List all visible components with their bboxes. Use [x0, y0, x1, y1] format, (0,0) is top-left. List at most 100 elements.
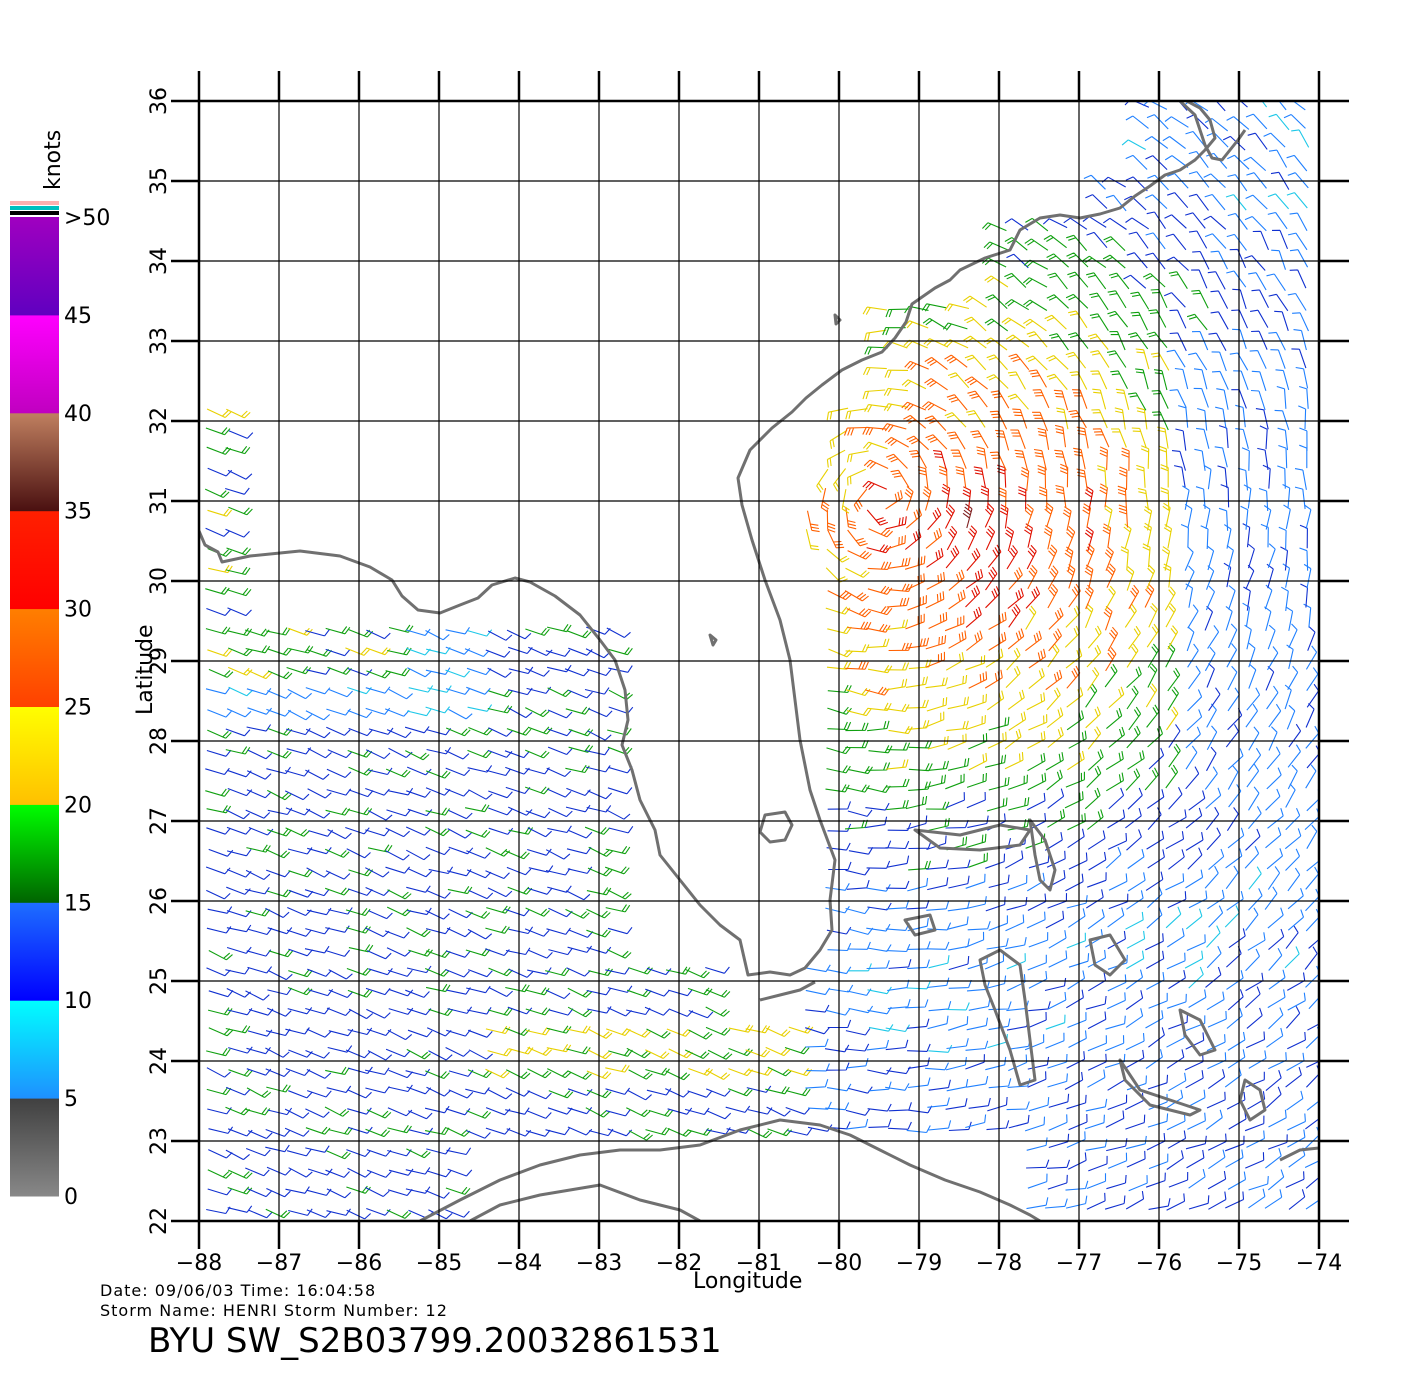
- wind-barb: [1266, 1086, 1282, 1109]
- wind-barb: [1053, 389, 1069, 411]
- wind-barb: [527, 848, 552, 856]
- wind-barb: [1146, 950, 1165, 969]
- wind-barb: [1085, 194, 1108, 209]
- colorbar-label: >50: [64, 206, 110, 231]
- wind-barb: [1054, 424, 1067, 448]
- wind-barb: [1145, 232, 1166, 250]
- wind-barb: [288, 1208, 313, 1216]
- wind-barb: [565, 890, 591, 901]
- wind-barb: [467, 749, 492, 759]
- wind-barb: [1208, 848, 1225, 871]
- wind-barb: [1067, 271, 1089, 288]
- wind-barb: [1022, 277, 1048, 288]
- wind-barb: [1107, 1094, 1128, 1111]
- wind-barb: [1214, 446, 1228, 468]
- wind-barb: [973, 466, 987, 489]
- wind-barb: [366, 950, 392, 960]
- wind-barb: [547, 709, 573, 719]
- wind-barb: [1105, 1110, 1125, 1128]
- wind-barb: [1117, 485, 1127, 509]
- wind-barb: [928, 1120, 952, 1131]
- wind-barb: [404, 726, 430, 734]
- wind-barb: [607, 985, 633, 993]
- wind-barb: [1145, 871, 1164, 891]
- wind-barb: [245, 1107, 271, 1116]
- y-tick-label: 22: [147, 1207, 172, 1235]
- colorbar-label: 40: [64, 402, 92, 427]
- wind-barb: [628, 1069, 653, 1080]
- wind-barb: [207, 1188, 233, 1196]
- wind-barb: [1163, 563, 1172, 588]
- wind-barb: [287, 986, 313, 996]
- wind-barb: [205, 866, 231, 875]
- wind-barb: [405, 989, 430, 998]
- wind-barb: [747, 1128, 773, 1139]
- wind-barb: [1026, 1137, 1048, 1151]
- wind-barb: [946, 674, 968, 689]
- wind-barb: [225, 967, 250, 975]
- wind-barb: [947, 900, 971, 912]
- wind-barb: [985, 1056, 1007, 1071]
- wind-barb: [1203, 215, 1227, 230]
- wind-barb: [886, 943, 911, 953]
- wind-barb: [986, 354, 1008, 371]
- wind-barb: [525, 786, 550, 795]
- colorbar-label: 10: [64, 989, 92, 1014]
- wind-barb: [586, 805, 612, 813]
- wind-barb: [965, 1040, 989, 1051]
- wind-barb: [565, 908, 590, 919]
- wind-barb: [265, 1144, 290, 1153]
- wind-barb: [547, 728, 573, 737]
- wind-barb: [1092, 428, 1110, 448]
- coastline-cuba: [419, 1118, 1041, 1221]
- wind-barb: [1185, 212, 1206, 229]
- wind-barb: [527, 967, 552, 975]
- wind-barb: [547, 825, 572, 834]
- wind-barb: [706, 1127, 731, 1135]
- wind-barb: [325, 1066, 350, 1075]
- wind-barb: [1151, 389, 1169, 409]
- wind-barb: [227, 666, 253, 676]
- wind-barb: [1008, 797, 1030, 811]
- wind-barb: [1259, 425, 1268, 450]
- wind-barb: [586, 668, 612, 677]
- wind-barb: [325, 925, 350, 933]
- wind-barb: [366, 629, 391, 640]
- wind-barb: [1225, 865, 1239, 890]
- wind-barb: [466, 1130, 491, 1139]
- wind-barbs: [204, 101, 1319, 1220]
- wind-barb: [1205, 585, 1216, 611]
- wind-barb: [306, 1209, 332, 1219]
- wind-barb: [986, 1120, 1010, 1131]
- wind-barb: [705, 1069, 731, 1080]
- wind-barb: [705, 1006, 730, 1017]
- wind-barb: [925, 434, 948, 450]
- wind-barb: [1025, 355, 1048, 371]
- wind-barb: [587, 1006, 612, 1014]
- wind-barb: [888, 1121, 912, 1130]
- wind-barb: [208, 1149, 233, 1159]
- wind-barb: [448, 708, 473, 720]
- wind-barb: [265, 1047, 290, 1058]
- wind-barb: [1042, 218, 1068, 229]
- wind-barb: [667, 1107, 693, 1115]
- wind-barb: [587, 708, 613, 718]
- wind-barb: [286, 747, 312, 755]
- wind-barb: [966, 693, 987, 709]
- wind-barb: [1020, 466, 1030, 491]
- wind-barb: [364, 1067, 390, 1076]
- wind-barb: [964, 316, 987, 332]
- wind-barb: [1187, 1089, 1206, 1108]
- wind-barb: [868, 1118, 892, 1128]
- wind-barb: [1282, 484, 1291, 509]
- wind-barb: [948, 875, 970, 889]
- wind-barb: [1023, 318, 1047, 332]
- wind-barb: [1286, 1052, 1305, 1071]
- wind-barb: [1286, 704, 1296, 730]
- wind-barb: [1206, 945, 1222, 969]
- wind-barb: [1026, 692, 1046, 711]
- wind-barb: [908, 840, 932, 850]
- wind-barb: [1024, 1116, 1046, 1132]
- wind-barb: [1248, 1176, 1269, 1191]
- wind-barb: [644, 1006, 670, 1016]
